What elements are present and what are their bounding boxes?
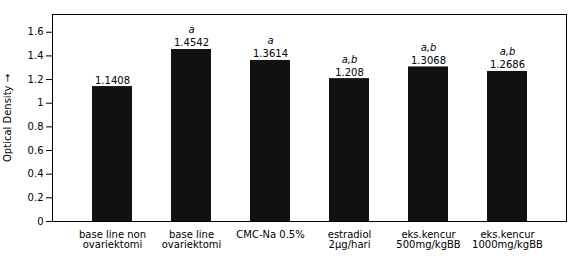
svg-text:0.2: 0.2 [28, 192, 44, 203]
svg-text:a,b: a,b [421, 42, 437, 53]
svg-text:base line nonovariektomi: base line nonovariektomi [79, 229, 146, 250]
svg-text:eks.kencur1000mg/kgBB: eks.kencur1000mg/kgBB [472, 229, 543, 250]
svg-text:0.8: 0.8 [28, 121, 44, 132]
svg-text:a,b: a,b [500, 46, 516, 57]
svg-text:1.6: 1.6 [28, 26, 44, 37]
svg-text:a,b: a,b [342, 54, 358, 65]
svg-text:0: 0 [37, 216, 43, 227]
svg-text:1.1408: 1.1408 [95, 75, 130, 86]
svg-text:base lineovariektomi: base lineovariektomi [162, 229, 222, 250]
svg-text:Optical Density →: Optical Density → [2, 74, 13, 162]
svg-text:1.2686: 1.2686 [490, 59, 525, 70]
svg-text:1.3068: 1.3068 [411, 55, 446, 66]
svg-text:eks.kencur500mg/kgBB: eks.kencur500mg/kgBB [396, 229, 461, 250]
svg-text:a: a [267, 35, 273, 46]
svg-text:a: a [188, 24, 194, 35]
svg-text:1.4542: 1.4542 [174, 37, 209, 48]
svg-text:1: 1 [37, 97, 43, 108]
svg-text:estradiol2μg/hari: estradiol2μg/hari [328, 229, 372, 250]
svg-text:0.6: 0.6 [28, 145, 44, 156]
svg-text:1.2: 1.2 [28, 74, 44, 85]
svg-text:1.208: 1.208 [335, 67, 364, 78]
svg-text:0.4: 0.4 [28, 168, 44, 179]
svg-text:1.3614: 1.3614 [253, 48, 288, 59]
svg-text:CMC-Na 0.5%: CMC-Na 0.5% [236, 229, 304, 240]
svg-text:1.4: 1.4 [28, 50, 44, 61]
